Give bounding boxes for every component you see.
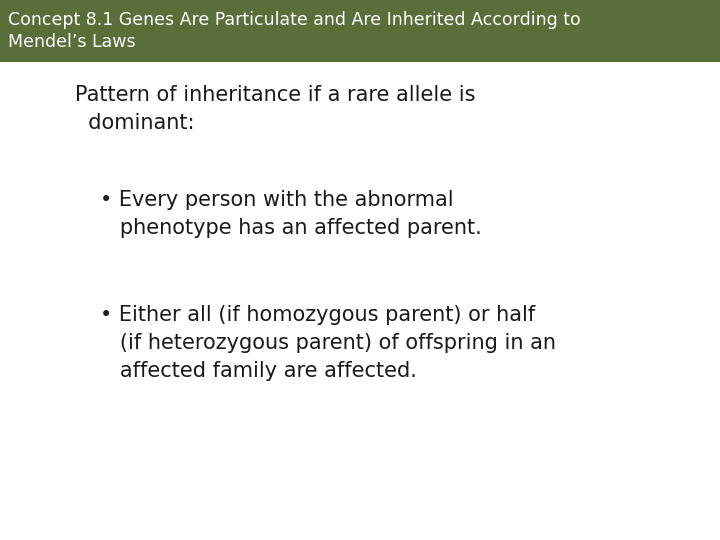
Text: Concept 8.1 Genes Are Particulate and Are Inherited According to
Mendel’s Laws: Concept 8.1 Genes Are Particulate and Ar… (8, 11, 581, 51)
Text: Pattern of inheritance if a rare allele is
  dominant:: Pattern of inheritance if a rare allele … (75, 85, 475, 133)
Bar (0, 62, 720, 540)
Text: • Every person with the abnormal
   phenotype has an affected parent.: • Every person with the abnormal phenoty… (100, 190, 482, 238)
Bar (0, 0, 720, 62)
Text: • Either all (if homozygous parent) or half
   (if heterozygous parent) of offsp: • Either all (if homozygous parent) or h… (100, 305, 556, 381)
